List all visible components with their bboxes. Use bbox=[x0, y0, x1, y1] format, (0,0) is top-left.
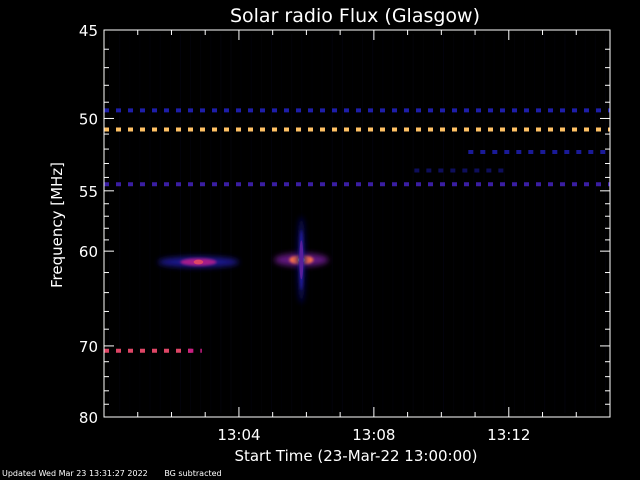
noise-streak bbox=[149, 34, 151, 413]
noise-streak bbox=[513, 34, 515, 413]
noise-streak bbox=[463, 34, 465, 413]
axis-ticks: 13:04 13:08 13:12 45 50 55 60 70 80 bbox=[79, 22, 610, 444]
noise-streak bbox=[564, 34, 566, 413]
noise-streak bbox=[159, 34, 161, 413]
y-tick-label: 55 bbox=[79, 183, 98, 201]
noise-streak bbox=[443, 34, 445, 413]
noise-streak bbox=[473, 34, 475, 413]
noise-streak bbox=[270, 34, 272, 413]
noise-streak bbox=[584, 34, 586, 413]
plot-area bbox=[104, 34, 610, 413]
noise-streak bbox=[109, 34, 111, 413]
noise-streak bbox=[250, 34, 252, 413]
noise-streak bbox=[331, 34, 333, 413]
y-tick-label: 80 bbox=[79, 409, 98, 427]
noise-streak bbox=[534, 34, 536, 413]
x-tick-label: 13:04 bbox=[217, 426, 260, 444]
burst-peak bbox=[193, 259, 204, 265]
noise-streak bbox=[129, 34, 131, 413]
noise-streak bbox=[351, 34, 353, 413]
noise-streak bbox=[190, 34, 192, 413]
chart-title: Solar radio Flux (Glasgow) bbox=[230, 5, 480, 27]
noise-streak bbox=[412, 34, 414, 413]
background-note: BG subtracted bbox=[164, 469, 222, 478]
x-tick-label: 13:08 bbox=[352, 426, 395, 444]
noise-streak bbox=[432, 34, 434, 413]
noise-streak bbox=[220, 34, 222, 413]
noise-streak bbox=[503, 34, 505, 413]
updated-timestamp: Updated Wed Mar 23 13:31:27 2022 bbox=[2, 469, 148, 478]
y-tick-label: 70 bbox=[79, 338, 98, 356]
noise-streak bbox=[240, 34, 242, 413]
y-tick-label: 50 bbox=[79, 110, 98, 128]
noise-streak bbox=[402, 34, 404, 413]
noise-streak bbox=[604, 34, 606, 413]
noise-streak bbox=[341, 34, 343, 413]
noise-streak bbox=[311, 34, 313, 413]
noise-streak bbox=[210, 34, 212, 413]
y-tick-label: 45 bbox=[79, 22, 98, 40]
noise-streak bbox=[321, 34, 323, 413]
noise-streak bbox=[554, 34, 556, 413]
noise-streak bbox=[544, 34, 546, 413]
noise-streak bbox=[523, 34, 525, 413]
noise-streak bbox=[372, 34, 374, 413]
noise-streak bbox=[281, 34, 283, 413]
noise-streak bbox=[230, 34, 232, 413]
noise-streak bbox=[119, 34, 121, 413]
noise-streak bbox=[483, 34, 485, 413]
noise-streak bbox=[594, 34, 596, 413]
y-axis-label: Frequency [MHz] bbox=[48, 162, 66, 288]
x-axis-label: Start Time (23-Mar-22 13:00:00) bbox=[234, 447, 477, 465]
noise-streak bbox=[422, 34, 424, 413]
noise-streak bbox=[169, 34, 171, 413]
y-tick-label: 60 bbox=[79, 243, 98, 261]
noise-streak bbox=[139, 34, 141, 413]
noise-streak bbox=[382, 34, 384, 413]
x-tick-label: 13:12 bbox=[487, 426, 530, 444]
noise-streak bbox=[362, 34, 364, 413]
noise-streak bbox=[200, 34, 202, 413]
noise-streak bbox=[392, 34, 394, 413]
noise-streak bbox=[574, 34, 576, 413]
footer: Updated Wed Mar 23 13:31:27 2022 BG subt… bbox=[2, 469, 236, 478]
noise-streak bbox=[291, 34, 293, 413]
plot-frame bbox=[103, 29, 611, 418]
noise-streak bbox=[179, 34, 181, 413]
noise-streak bbox=[493, 34, 495, 413]
noise-streak bbox=[260, 34, 262, 413]
noise-streak bbox=[453, 34, 455, 413]
burst-peak bbox=[299, 240, 304, 280]
